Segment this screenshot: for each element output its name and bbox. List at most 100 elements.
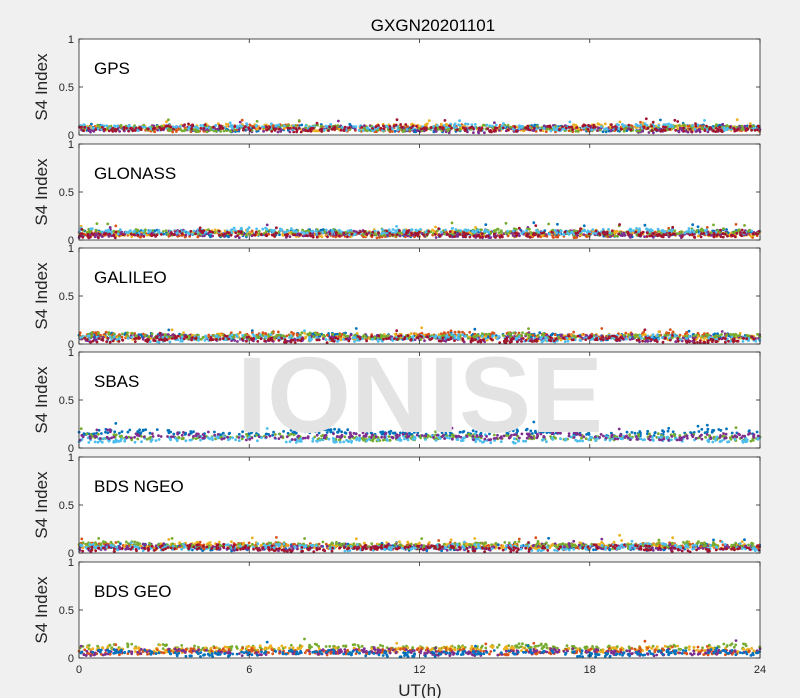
data-point <box>645 123 649 127</box>
data-point <box>167 129 171 133</box>
data-point <box>89 227 92 231</box>
data-point <box>420 326 424 330</box>
data-point <box>221 233 225 237</box>
data-point <box>228 129 232 133</box>
data-point <box>449 329 453 333</box>
data-point <box>427 230 430 233</box>
data-point <box>270 233 274 237</box>
data-point <box>318 128 322 132</box>
data-point <box>328 232 332 236</box>
data-point <box>342 231 346 235</box>
data-point <box>127 129 130 133</box>
data-point <box>225 129 229 133</box>
data-point <box>196 235 200 239</box>
data-point <box>462 126 465 130</box>
data-point <box>639 120 642 124</box>
data-point <box>547 222 550 226</box>
data-point <box>175 130 178 133</box>
data-point <box>597 126 601 130</box>
data-point <box>492 129 496 133</box>
data-point <box>566 231 570 235</box>
data-point <box>623 233 627 237</box>
data-point <box>546 125 550 128</box>
data-point <box>434 236 438 239</box>
data-point <box>187 122 190 126</box>
data-point <box>177 127 180 131</box>
data-point <box>310 234 314 238</box>
data-point <box>283 126 286 130</box>
data-point <box>718 125 721 129</box>
data-point <box>286 229 290 233</box>
data-point <box>728 126 732 129</box>
data-point <box>270 122 273 126</box>
data-point <box>635 129 639 133</box>
data-point <box>164 229 168 233</box>
data-point <box>717 334 721 338</box>
data-point <box>346 229 350 233</box>
data-point <box>591 228 595 232</box>
data-point <box>292 130 296 134</box>
data-point <box>541 129 545 133</box>
data-point <box>458 233 462 236</box>
data-point <box>655 128 658 132</box>
data-point <box>629 236 632 239</box>
data-point <box>167 118 170 122</box>
data-point <box>447 131 451 135</box>
data-point <box>642 125 646 129</box>
data-point <box>214 124 218 127</box>
data-point <box>211 230 215 234</box>
data-point <box>650 234 653 238</box>
data-point <box>619 127 623 131</box>
data-point <box>444 228 447 232</box>
data-point <box>675 232 679 236</box>
data-point <box>108 226 112 229</box>
data-point <box>158 126 162 129</box>
data-point <box>391 228 395 231</box>
data-point <box>189 229 193 233</box>
data-point <box>548 232 551 236</box>
data-point <box>94 128 98 131</box>
data-point <box>78 234 81 238</box>
data-point <box>599 125 603 128</box>
data-point <box>743 224 746 227</box>
data-point <box>629 128 633 132</box>
data-point <box>240 226 243 230</box>
data-point <box>438 234 442 238</box>
data-point <box>107 333 111 336</box>
data-point <box>178 230 182 233</box>
data-point <box>506 124 510 127</box>
data-point <box>712 235 716 239</box>
data-point <box>122 125 126 129</box>
data-point <box>164 125 168 128</box>
data-point <box>705 128 709 132</box>
data-point <box>139 235 142 239</box>
data-point <box>683 124 687 127</box>
data-point <box>136 233 140 237</box>
data-point <box>153 130 157 134</box>
data-point <box>409 231 413 235</box>
data-point <box>737 228 741 232</box>
data-point <box>698 130 702 134</box>
data-point <box>473 123 477 126</box>
data-point <box>668 125 672 129</box>
data-point <box>124 230 128 234</box>
data-point <box>343 125 347 129</box>
data-point <box>91 129 95 133</box>
data-point <box>586 229 590 233</box>
data-point <box>310 126 314 130</box>
data-point <box>238 124 242 128</box>
data-point <box>248 233 252 236</box>
data-point <box>556 222 559 226</box>
data-point <box>750 128 753 132</box>
data-point <box>95 233 98 237</box>
data-point <box>305 234 309 238</box>
data-point <box>446 232 449 236</box>
data-point <box>564 126 568 130</box>
data-point <box>97 232 101 236</box>
data-point <box>666 333 670 337</box>
data-point <box>688 127 692 131</box>
data-point <box>453 122 457 126</box>
data-point <box>433 233 437 236</box>
data-point <box>645 235 649 238</box>
